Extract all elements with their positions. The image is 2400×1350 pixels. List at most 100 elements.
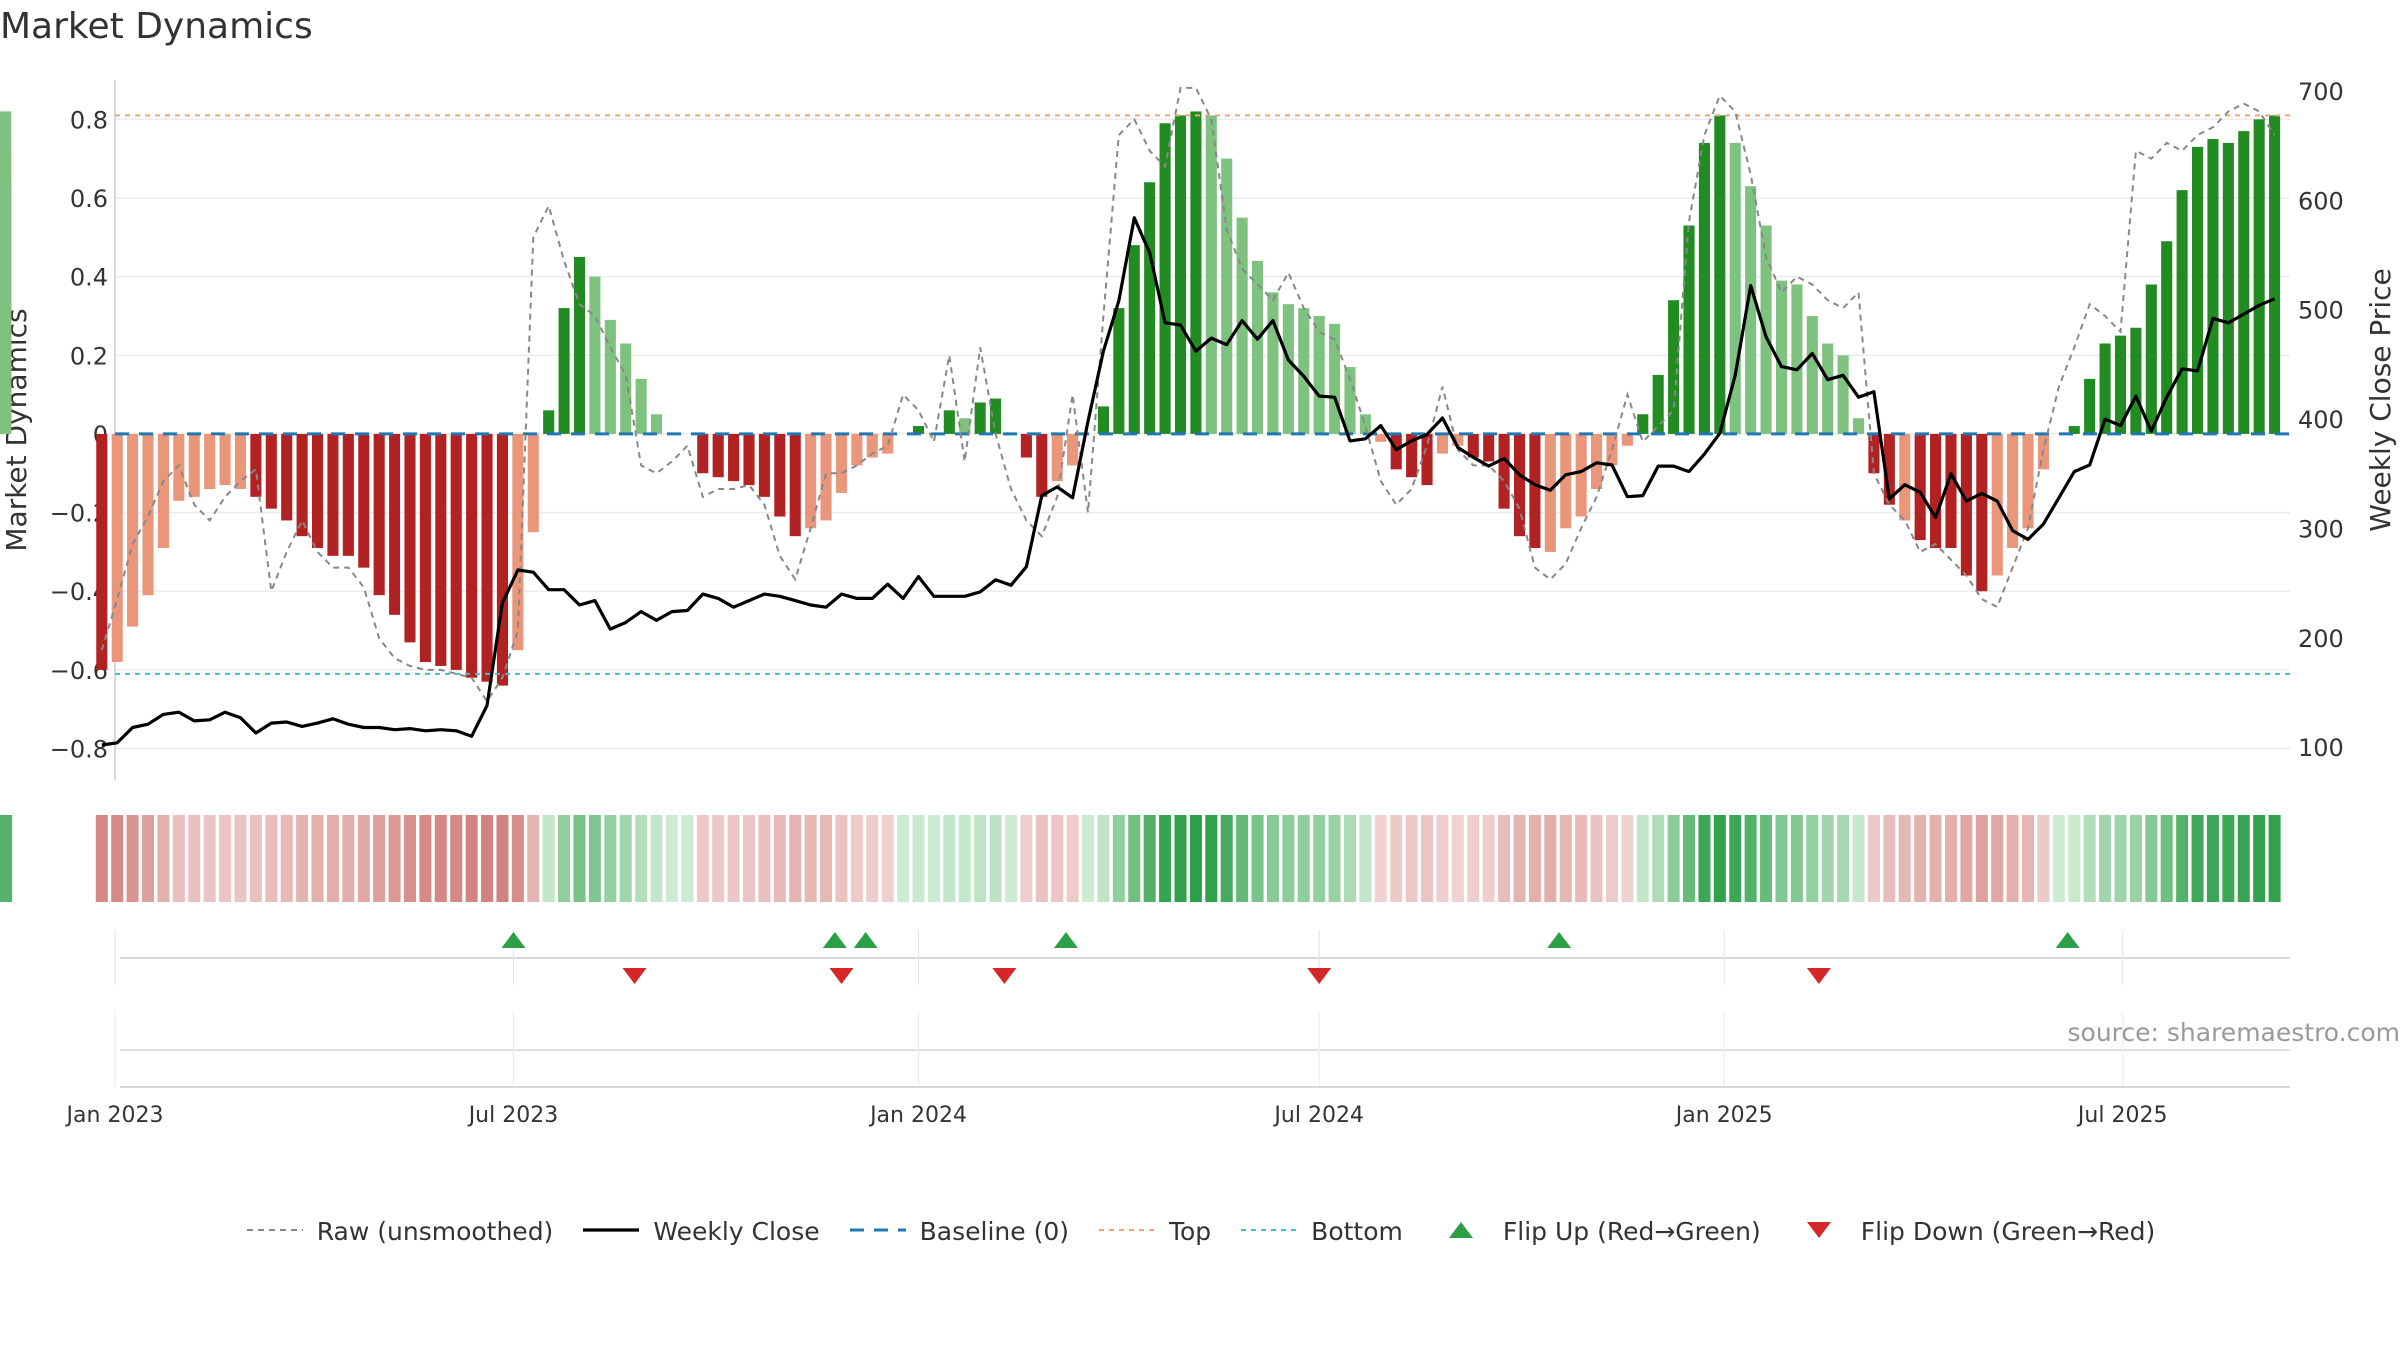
x-tick-label: Jan 2025 bbox=[1674, 1103, 1773, 1128]
regime-strip-cell bbox=[527, 815, 540, 902]
y-tick-left: 0.8 bbox=[70, 106, 108, 134]
dynamics-bar bbox=[311, 433, 324, 548]
y-tick-right: 200 bbox=[2298, 625, 2344, 653]
dynamics-bar bbox=[1683, 225, 1695, 434]
dynamics-bar bbox=[2145, 284, 2157, 434]
dynamics-bar bbox=[342, 433, 354, 556]
regime-strip-cell bbox=[1883, 815, 1896, 902]
regime-strip-cell bbox=[1313, 815, 1326, 902]
regime-strip-cell bbox=[789, 815, 802, 902]
legend-item: Flip Down (Green→Red) bbox=[1789, 1216, 2156, 1246]
regime-strip-cell bbox=[1790, 815, 1803, 902]
regime-strip-cell bbox=[2160, 815, 2173, 902]
dynamics-bar bbox=[974, 402, 986, 434]
regime-strip-cell bbox=[2006, 815, 2019, 902]
dynamics-bar bbox=[1791, 284, 1803, 434]
dynamics-bar bbox=[1205, 115, 1217, 434]
regime-strip-cell bbox=[989, 815, 1002, 902]
regime-strip-cell bbox=[203, 815, 216, 902]
regime-strip-cell bbox=[1220, 815, 1233, 902]
dynamics-bar bbox=[697, 433, 709, 474]
dynamics-bar bbox=[959, 418, 971, 434]
legend-label: Flip Down (Green→Red) bbox=[1860, 1216, 2156, 1246]
x-tick-label: Jan 2023 bbox=[65, 1103, 164, 1128]
regime-strip-cell bbox=[1266, 815, 1279, 902]
dynamics-bar bbox=[204, 433, 216, 489]
regime-strip-cell bbox=[897, 815, 910, 902]
regime-strip-cell bbox=[1991, 815, 2004, 902]
dynamics-bar bbox=[2207, 138, 2219, 434]
dynamics-bar bbox=[2114, 335, 2127, 434]
dynamics-bar bbox=[0, 190, 12, 434]
regime-strip-cell bbox=[635, 815, 648, 902]
dynamics-bar bbox=[419, 433, 431, 663]
dynamics-bar bbox=[1190, 111, 1202, 434]
dynamics-bar bbox=[327, 433, 339, 556]
regime-strip-cell bbox=[2237, 815, 2250, 902]
dynamics-bar bbox=[728, 433, 740, 482]
dynamics-bar bbox=[1945, 433, 1957, 548]
dynamics-bar bbox=[1144, 182, 1156, 434]
dynamics-bar bbox=[1760, 225, 1772, 434]
dynamics-bar bbox=[1128, 245, 1140, 434]
dynamics-bar bbox=[1221, 158, 1233, 434]
dynamics-bar bbox=[589, 276, 601, 434]
x-tick-label: Jan 2024 bbox=[868, 1103, 967, 1128]
dynamics-bar bbox=[1868, 433, 1880, 474]
flip-up-marker bbox=[1547, 932, 1572, 948]
regime-strip-cell bbox=[1482, 815, 1495, 902]
dynamics-bar bbox=[234, 433, 247, 489]
dynamics-bar bbox=[712, 433, 724, 478]
regime-strip-cell bbox=[95, 815, 108, 902]
regime-strip-cell bbox=[881, 815, 894, 902]
dynamics-bar bbox=[1575, 433, 1587, 517]
regime-strip-cell bbox=[1929, 815, 1942, 902]
regime-strip-cell bbox=[1528, 815, 1541, 902]
dynamics-bar bbox=[1837, 355, 1849, 434]
dynamics-bar bbox=[512, 433, 524, 651]
regime-strip-cell bbox=[665, 815, 678, 902]
regime-strip-cell bbox=[773, 815, 786, 902]
dynamics-bar bbox=[2253, 119, 2265, 434]
regime-strip-cell bbox=[1035, 815, 1048, 902]
dynamics-bar bbox=[1406, 433, 1418, 478]
y-tick-right: 600 bbox=[2298, 187, 2344, 215]
dynamics-bar bbox=[1390, 433, 1402, 470]
regime-strip-cell bbox=[727, 815, 740, 902]
regime-strip-cell bbox=[681, 815, 694, 902]
dynamics-bar bbox=[389, 433, 401, 615]
regime-strip-cell bbox=[373, 815, 386, 902]
regime-strip-cell bbox=[1467, 815, 1480, 902]
dynamics-bar bbox=[635, 378, 647, 434]
dynamics-bar bbox=[1159, 123, 1171, 434]
regime-strip-cell bbox=[2176, 815, 2189, 902]
regime-strip-cell bbox=[2114, 815, 2127, 902]
dynamics-bar bbox=[1113, 308, 1125, 434]
regime-strip-cell bbox=[1636, 815, 1649, 902]
regime-strip-cell bbox=[2037, 815, 2050, 902]
dynamics-bar bbox=[1036, 433, 1048, 497]
dynamics-bar bbox=[1436, 433, 1449, 454]
regime-strip-cell bbox=[1698, 815, 1711, 902]
dynamics-bar bbox=[1359, 414, 1371, 434]
regime-strip-cell bbox=[1128, 815, 1141, 902]
legend: Raw (unsmoothed) Weekly Close Baseline (0)… bbox=[0, 1208, 2400, 1254]
regime-strip-cell bbox=[1451, 815, 1464, 902]
flip-up-marker bbox=[1054, 932, 1079, 948]
dynamics-bar bbox=[527, 433, 539, 533]
regime-strip-cell bbox=[1189, 815, 1202, 902]
dynamics-bar bbox=[1652, 374, 1664, 434]
dynamics-bar bbox=[1822, 343, 1834, 434]
regime-strip-cell bbox=[111, 815, 124, 902]
dynamics-bar bbox=[1051, 433, 1063, 482]
dynamics-bar bbox=[373, 433, 385, 596]
dynamics-bar bbox=[1313, 315, 1325, 434]
y-tick-right: 400 bbox=[2298, 406, 2344, 434]
regime-strip-cell bbox=[142, 815, 155, 902]
dynamics-bar bbox=[558, 308, 570, 434]
dynamics-bar bbox=[2176, 190, 2188, 434]
flip-up-marker bbox=[822, 932, 847, 948]
dynamics-bar bbox=[2161, 241, 2173, 434]
regime-strip-cell bbox=[1051, 815, 1064, 902]
